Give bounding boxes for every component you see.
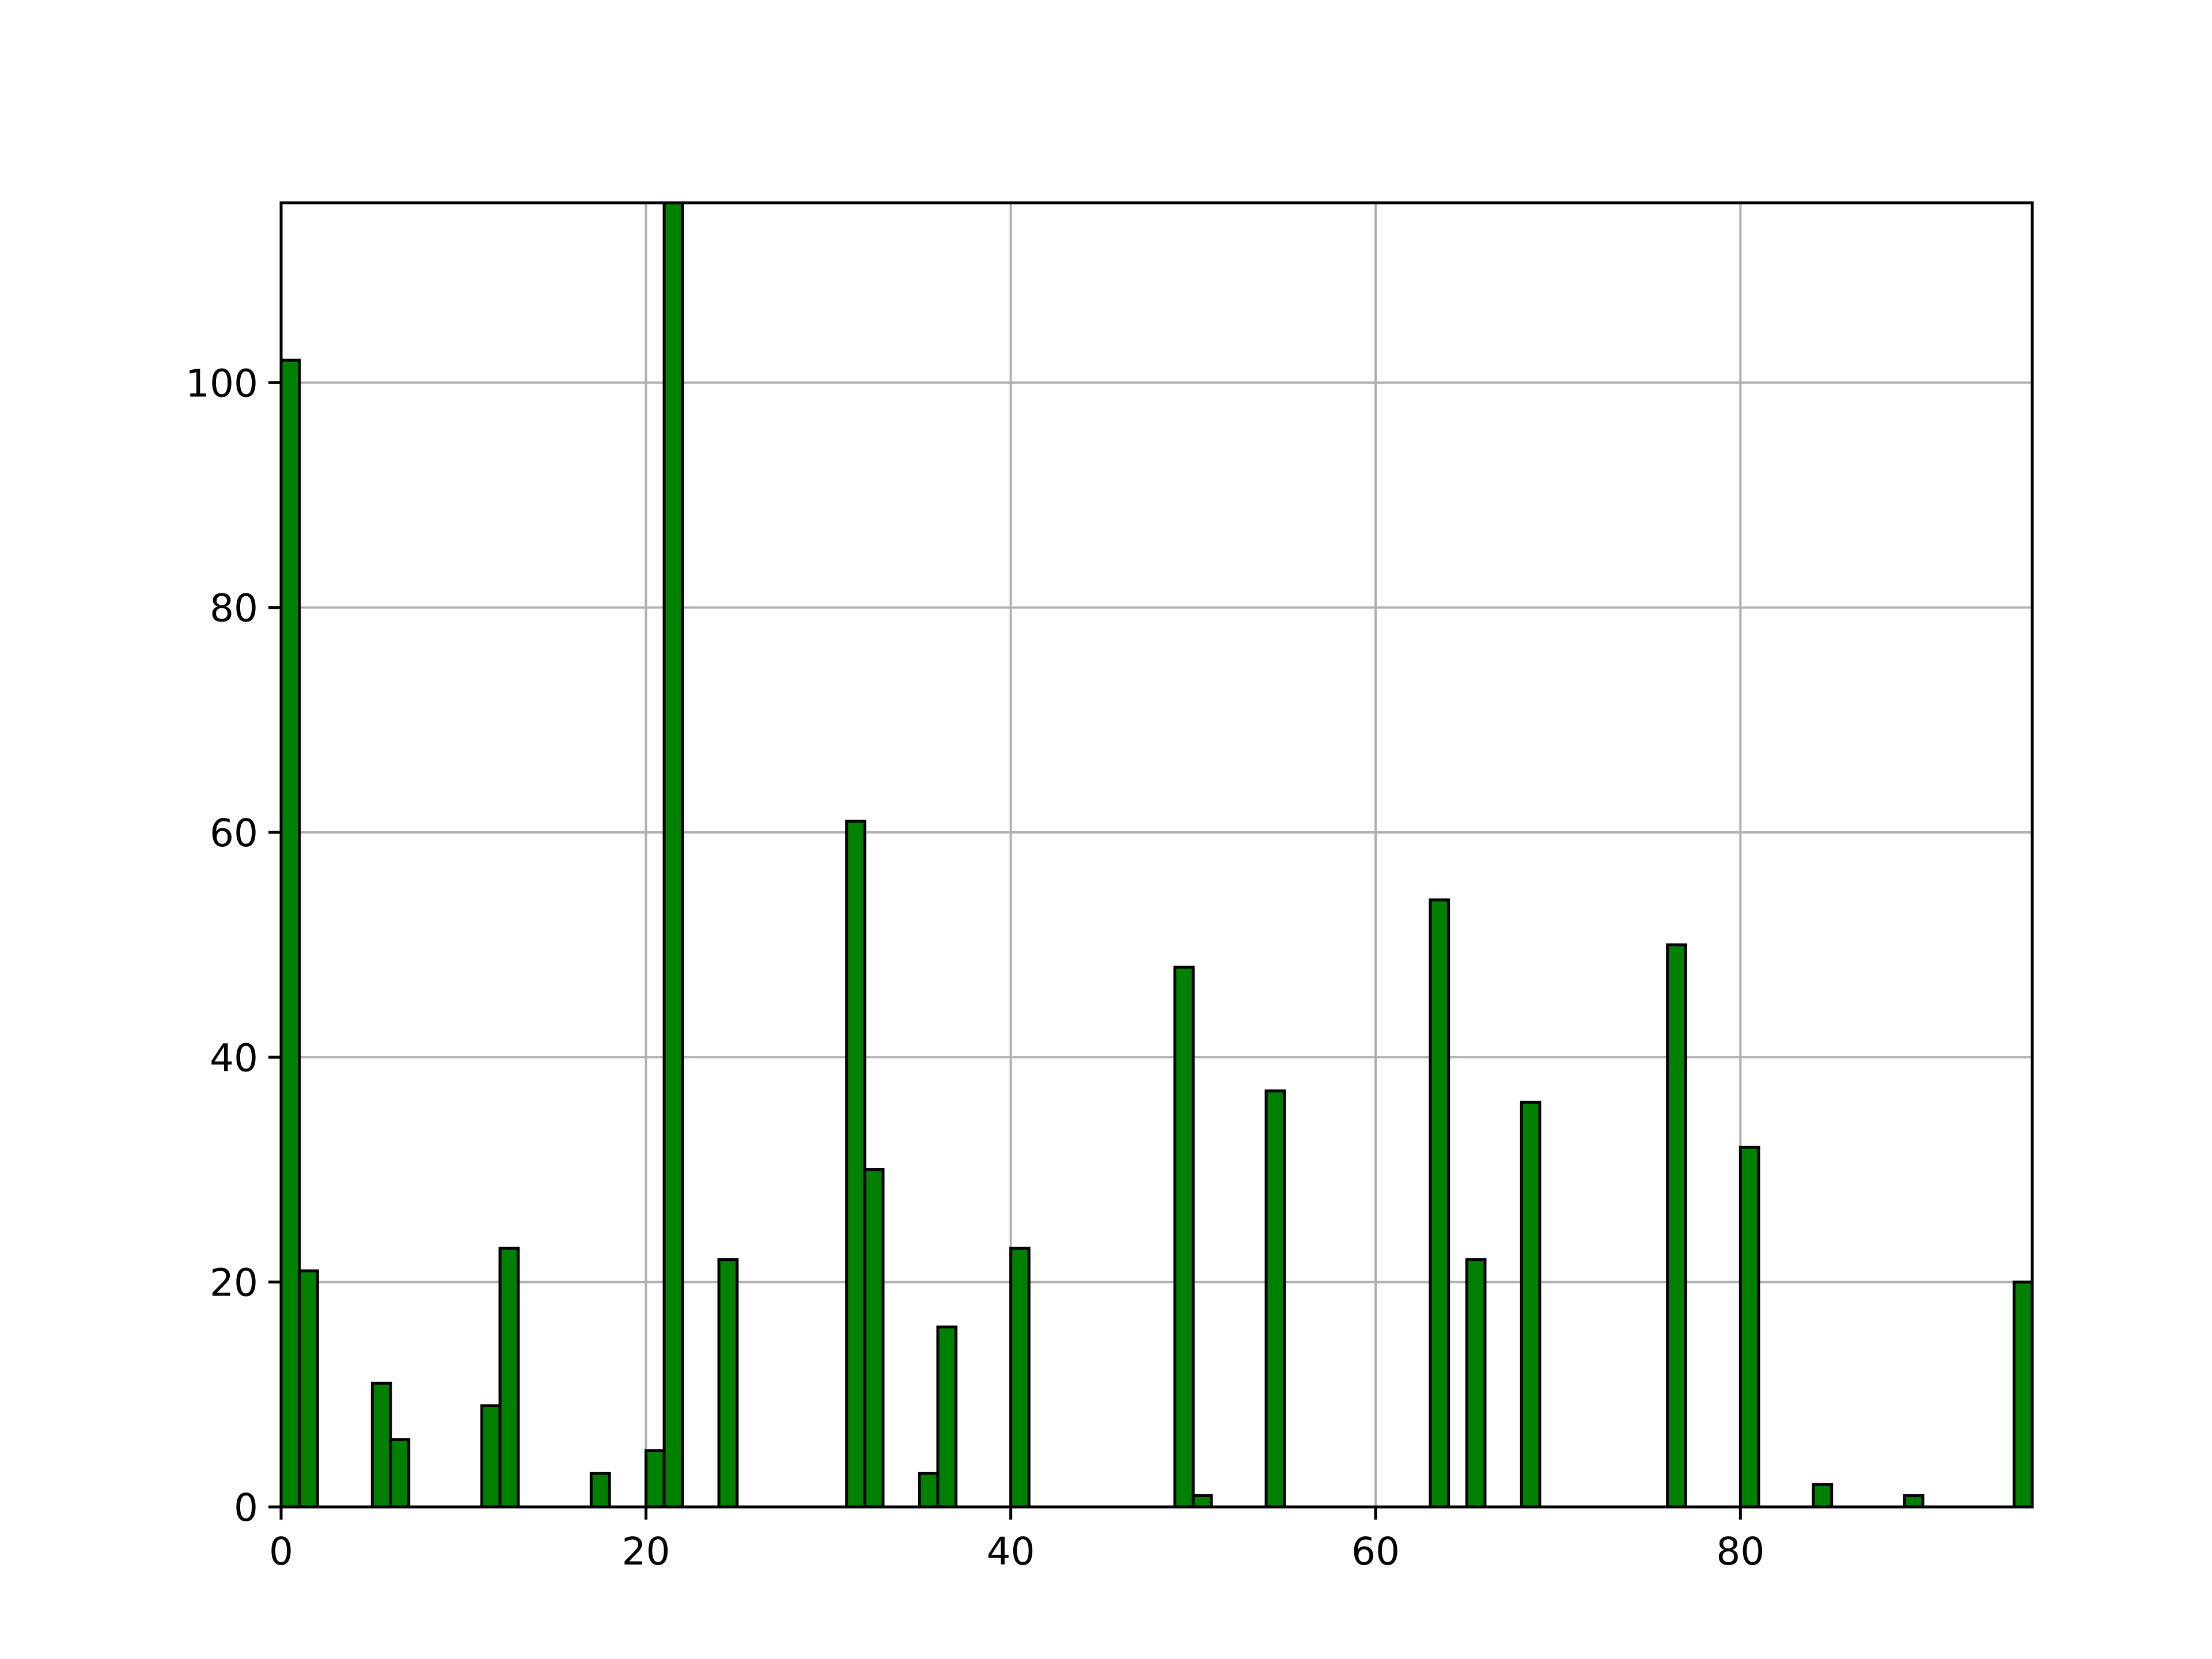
bars-group	[279, 201, 2034, 1509]
bar	[1666, 943, 1687, 1509]
bar	[1738, 1145, 1760, 1509]
bar	[370, 1381, 392, 1509]
x-tick-label: 80	[1716, 1529, 1764, 1574]
y-tick-label: 20	[210, 1261, 258, 1305]
y-tick-label: 100	[185, 361, 258, 406]
bar	[1009, 1247, 1031, 1509]
bar	[1520, 1100, 1541, 1509]
bar	[918, 1471, 940, 1509]
bar	[644, 1449, 666, 1509]
bar	[1465, 1258, 1487, 1509]
bar	[298, 1269, 319, 1509]
bar	[279, 358, 301, 1509]
bar	[1264, 1089, 1286, 1509]
y-tick-label: 40	[210, 1036, 258, 1080]
bar	[717, 1258, 739, 1509]
bar	[1173, 965, 1195, 1509]
bar	[2012, 1281, 2034, 1509]
x-tick-label: 40	[987, 1529, 1035, 1574]
x-tick-label: 60	[1351, 1529, 1400, 1574]
bar	[589, 1471, 611, 1509]
bar	[1812, 1483, 1834, 1509]
bar	[662, 201, 684, 1509]
bar	[480, 1404, 502, 1509]
bar	[1903, 1494, 1925, 1509]
y-tick-label: 80	[210, 586, 258, 631]
plot-frame	[279, 201, 2034, 1509]
x-axis-ticks: 0 20 40 60 80	[269, 1507, 1764, 1574]
y-axis-ticks: 0 20 40 60 80 100	[185, 361, 281, 1530]
y-tick-label: 60	[210, 811, 258, 855]
y-tick-label: 0	[234, 1486, 258, 1530]
bar	[863, 1168, 885, 1509]
bar	[1429, 898, 1450, 1509]
x-tick-label: 20	[622, 1529, 670, 1574]
bar	[389, 1438, 411, 1509]
bar	[936, 1325, 958, 1509]
bar	[1191, 1494, 1213, 1509]
x-tick-label: 0	[269, 1529, 293, 1574]
bar	[498, 1247, 520, 1509]
bar	[845, 819, 866, 1509]
